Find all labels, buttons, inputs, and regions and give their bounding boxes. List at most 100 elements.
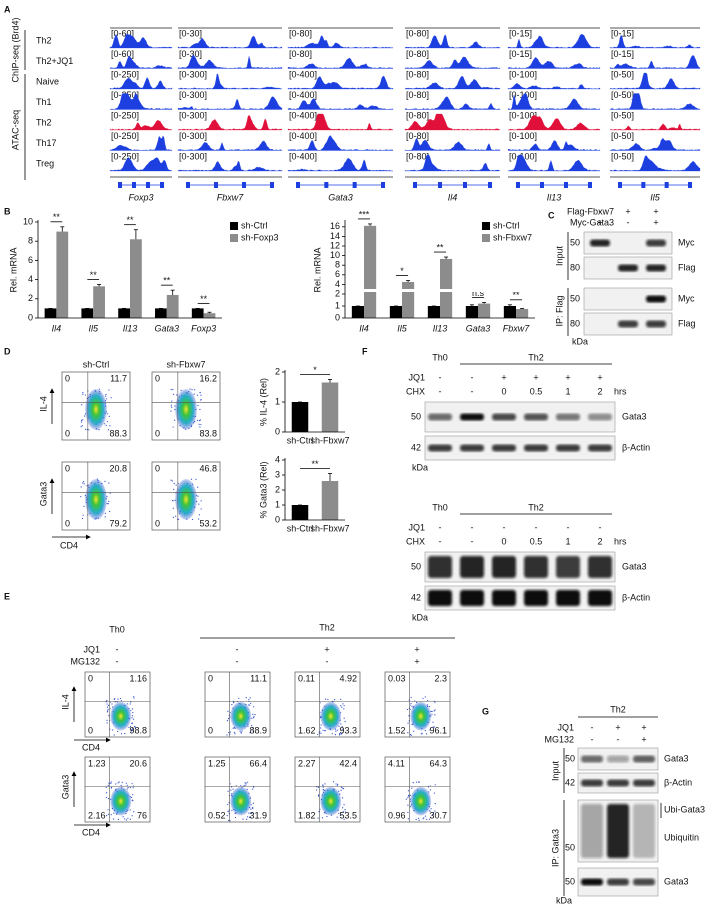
flow-dot [126, 703, 128, 705]
flow-dot [131, 729, 133, 731]
flow-dot [226, 815, 228, 817]
signal-track [177, 54, 283, 69]
legend-swatch [482, 222, 490, 230]
flow-dot [105, 395, 107, 397]
y-axis-label: % Gata3 (Rel) [258, 461, 268, 518]
flow-dot [198, 420, 200, 422]
x-tick-label: sh-Fbxw7 [310, 435, 349, 445]
flow-dot [132, 711, 134, 714]
axis-break [346, 289, 536, 292]
flow-dot [105, 796, 107, 799]
flow-dot [338, 790, 340, 792]
flow-dot [200, 423, 202, 426]
flow-dot [231, 704, 233, 706]
flow-dot [107, 429, 110, 431]
lane-sign: - [236, 644, 239, 654]
flow-dot [198, 514, 201, 516]
flow-dot [253, 706, 255, 708]
y-tick-label: 2 [275, 484, 280, 494]
flow-dot [124, 818, 126, 820]
exon [186, 182, 190, 188]
flow-dot [427, 786, 430, 788]
flow-dot [241, 730, 243, 732]
y-tick-label: 1 [335, 300, 340, 310]
lane-sign: - [591, 722, 594, 732]
flow-dot [245, 697, 247, 699]
blot-label: β-Actin [622, 592, 650, 602]
flow-dot [124, 732, 126, 735]
y-tick-label: 4 [335, 279, 340, 289]
lane-sign: + [565, 372, 570, 382]
lane-sign: - [439, 386, 442, 396]
x-axis-label: CD4 [82, 742, 100, 752]
quadrant-value: 96.1 [429, 725, 447, 735]
flow-dot [418, 817, 420, 819]
flow-density [230, 701, 252, 731]
flow-dot [106, 703, 108, 705]
bar [130, 239, 142, 318]
flow-dot [117, 730, 119, 733]
flow-dot [342, 788, 345, 790]
flow-dot [434, 709, 436, 711]
flow-dot [341, 807, 344, 809]
flow-dot [107, 813, 110, 815]
blot-label: Ubi-Gata3 [664, 804, 705, 814]
flow-dot [104, 423, 106, 425]
flow-dot [405, 798, 407, 800]
signal-track [507, 82, 601, 90]
x-tick-label: sh-Fbxw7 [310, 523, 349, 533]
band [428, 556, 452, 578]
flow-dot [342, 703, 344, 705]
marker-label: 50 [570, 237, 580, 247]
marker-label: 42 [411, 592, 421, 602]
flow-dot [88, 429, 90, 431]
band [581, 878, 603, 886]
flow-dot [408, 715, 410, 717]
signal-track [404, 113, 501, 131]
lane-sign: 0.5 [530, 386, 543, 396]
flow-dot [120, 699, 122, 702]
lane-sign: - [439, 522, 442, 532]
flow-dot [107, 809, 109, 811]
flow-dot [98, 388, 100, 390]
quadrant-value: 0 [155, 463, 160, 473]
flow-dot [340, 789, 342, 792]
lane-sign: - [439, 372, 442, 382]
flow-dot [232, 727, 234, 729]
flow-dot [109, 425, 111, 427]
y-axis-label: Rel. mRNA [8, 247, 18, 292]
track-footer [178, 176, 282, 178]
band [556, 556, 580, 578]
flow-dot [108, 389, 110, 391]
quadrant-value: 0 [88, 725, 93, 735]
flow-dot [84, 415, 86, 417]
flow-dot [129, 703, 131, 705]
flow-dot [80, 486, 82, 488]
flow-dot [108, 415, 110, 417]
flow-dot [232, 788, 234, 790]
flow-dot [191, 518, 194, 521]
flow-dot [125, 782, 127, 784]
flow-dot [106, 711, 108, 713]
lane-sign: - [599, 206, 602, 216]
track-header [288, 27, 393, 29]
group-label: Th2 [528, 352, 544, 362]
y-axis-label: Rel. mRNA [312, 247, 322, 292]
gene-name: Foxp3 [128, 192, 153, 202]
flow-dot [107, 708, 109, 710]
flow-dot [407, 722, 409, 724]
flow-dot [189, 388, 191, 390]
row-label: CHX [406, 536, 425, 546]
flow-dot [251, 717, 253, 719]
flow-dot [119, 697, 122, 700]
bar [291, 402, 309, 432]
quadrant-value: 53.5 [339, 810, 357, 820]
bar [389, 306, 402, 318]
exon [664, 182, 669, 188]
flow-dot [170, 479, 172, 481]
range-label: [0-400] [289, 151, 317, 161]
group-label: Th0 [432, 352, 448, 362]
flow-dot [233, 731, 235, 733]
track-footer [288, 176, 393, 178]
flow-dot [409, 734, 411, 736]
